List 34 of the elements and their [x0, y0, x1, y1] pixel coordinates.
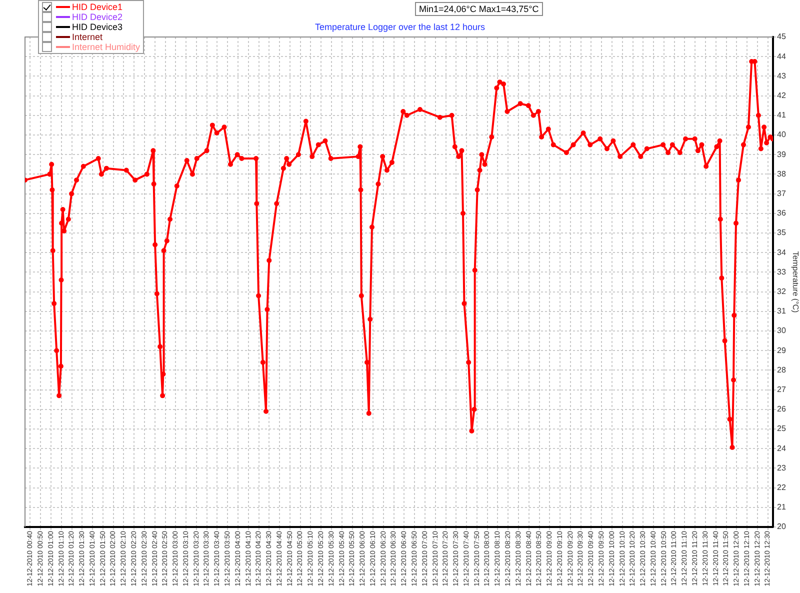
y-tick-label: 45: [777, 32, 786, 42]
legend-label: HID Device2: [72, 12, 123, 22]
y-tick-label: 38: [777, 169, 786, 178]
y-tick-label: 32: [777, 287, 786, 296]
y-tick-label: 41: [777, 110, 786, 120]
text: Min1=24,06°C Max1=43,75°C: [415, 2, 543, 16]
y-tick-label: 22: [777, 483, 786, 492]
y-tick-label: 42: [777, 91, 786, 100]
legend-label: Internet: [72, 32, 103, 42]
y-tick-label: 40: [777, 130, 786, 140]
y-tick-label: 37: [777, 189, 786, 198]
y-tick-label: 34: [777, 248, 786, 257]
y-tick-label: 26: [777, 404, 786, 414]
y-tick-label: 25: [777, 424, 786, 434]
legend-label: HID Device1: [72, 2, 123, 12]
y-tick-label: 43: [777, 71, 786, 80]
legend-label: HID Device3: [72, 22, 123, 32]
y-tick-label: 39: [777, 150, 786, 159]
y-tick-label: 27: [777, 385, 786, 394]
legend-label: Internet Humidity: [72, 42, 140, 52]
y-tick-label: 28: [777, 365, 786, 374]
y-tick-label: 44: [777, 52, 786, 61]
y-tick-label: 20: [777, 522, 786, 532]
y-tick-label: 36: [777, 208, 786, 218]
y-tick-label: 33: [777, 267, 786, 276]
chart-title: Temperature Logger over the last 12 hours: [314, 22, 486, 32]
y-tick-label: 23: [777, 463, 786, 472]
y-tick-label: 35: [777, 228, 786, 238]
y-tick-label: 30: [777, 326, 786, 336]
y-tick-label: 24: [777, 444, 786, 453]
y-tick-label: 29: [777, 346, 786, 355]
y-tick-label: 31: [777, 306, 786, 316]
y-tick-label: 21: [777, 502, 786, 512]
y-axis-title: Temperature (°C): [790, 251, 800, 314]
